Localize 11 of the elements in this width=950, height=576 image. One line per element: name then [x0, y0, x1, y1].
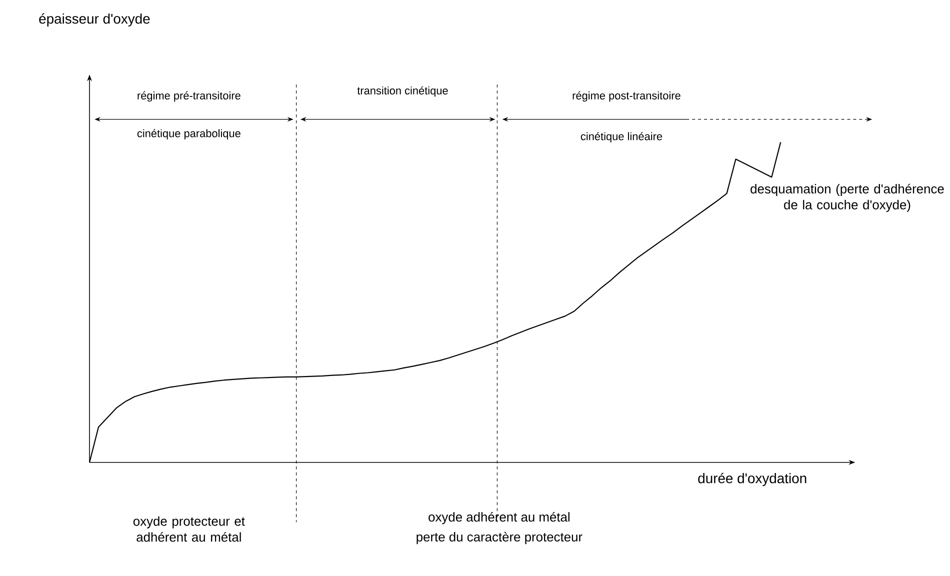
text: oxyde adhérent au métal — [428, 512, 570, 524]
annotation: cinétique linéaire — [580, 132, 662, 142]
text: régime post-transitoire — [572, 91, 680, 102]
text: régime pré-transitoire — [138, 91, 240, 102]
x-axis-title: durée d'oxydation — [698, 472, 806, 486]
text: perte du caractère protecteur — [416, 532, 582, 544]
annotation: desquamation (perte d'adhérence de la couche d'oxyde) — [750, 184, 944, 212]
text: transition cinétique — [357, 86, 448, 97]
text: épaisseur d'oxyde — [39, 13, 150, 27]
text: cinétique parabolique — [137, 129, 240, 140]
text: oxyde protecteur et adhérent au métal — [133, 516, 245, 542]
